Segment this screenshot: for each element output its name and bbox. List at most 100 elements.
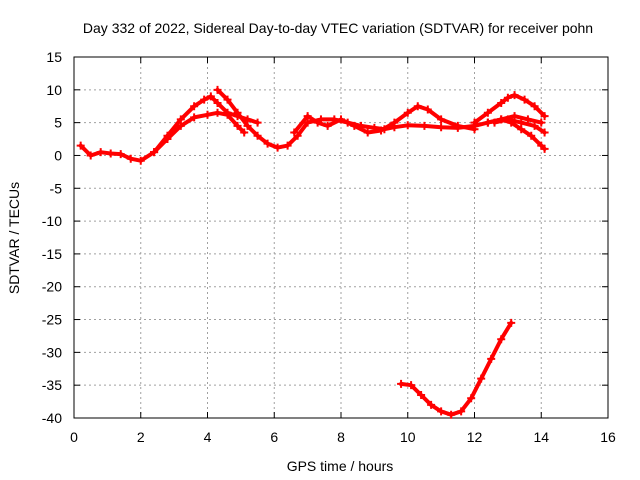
data-point	[527, 131, 536, 140]
data-point	[233, 108, 242, 117]
data-point	[253, 131, 262, 140]
data-point	[116, 150, 125, 159]
data-point	[126, 154, 135, 163]
x-tick-label: 0	[70, 429, 78, 445]
y-axis-title: SDTVAR / TECUs	[6, 182, 22, 294]
data-point	[497, 98, 506, 107]
data-point	[136, 156, 145, 165]
data-point	[517, 118, 526, 127]
data-point	[273, 143, 282, 152]
y-tick-label: 10	[46, 82, 62, 98]
series-track-5	[472, 93, 547, 125]
x-tick-label: 12	[467, 429, 483, 445]
data-point	[163, 131, 172, 140]
data-point	[323, 121, 332, 130]
data-point	[503, 115, 512, 124]
data-point	[470, 118, 479, 127]
data-point	[417, 391, 426, 400]
y-tick-label: -40	[42, 410, 62, 426]
y-tick-label: -30	[42, 344, 62, 360]
data-point	[86, 151, 95, 160]
data-point	[190, 113, 199, 122]
data-point	[483, 118, 492, 127]
y-tick-label: -35	[42, 377, 62, 393]
x-tick-label: 8	[337, 429, 345, 445]
data-point	[437, 115, 446, 124]
data-point	[490, 118, 499, 127]
data-point	[76, 141, 85, 150]
data-point	[497, 335, 506, 344]
series-track-8	[399, 320, 514, 417]
data-point	[487, 354, 496, 363]
data-point	[423, 105, 432, 114]
data-point	[303, 112, 312, 121]
series-layer	[76, 85, 549, 419]
data-point	[447, 410, 456, 419]
data-point	[213, 85, 222, 94]
y-tick-label: -10	[42, 213, 62, 229]
data-point	[403, 108, 412, 117]
data-point	[537, 118, 546, 127]
data-point	[540, 112, 549, 121]
data-point	[413, 102, 422, 111]
data-point	[483, 108, 492, 117]
x-tick-label: 4	[204, 429, 212, 445]
y-tick-label: -20	[42, 279, 62, 295]
x-tick-label: 10	[400, 429, 416, 445]
data-point	[240, 128, 249, 137]
data-point	[190, 102, 199, 111]
data-point	[397, 379, 406, 388]
data-point	[350, 121, 359, 130]
data-point	[243, 121, 252, 130]
data-point	[453, 121, 462, 130]
data-point	[377, 126, 386, 135]
y-tick-label: 0	[54, 147, 62, 163]
y-tick-label: 5	[54, 115, 62, 131]
data-point	[503, 93, 512, 102]
x-axis-title: GPS time / hours	[287, 458, 394, 474]
data-point	[540, 128, 549, 137]
data-point	[233, 121, 242, 130]
x-tick-label: 2	[137, 429, 145, 445]
data-point	[523, 115, 532, 124]
data-point	[520, 95, 529, 104]
data-point	[337, 115, 345, 124]
data-point	[457, 407, 466, 416]
data-point	[467, 394, 476, 403]
data-point	[427, 400, 436, 409]
data-point	[407, 381, 416, 390]
y-tick-label: -15	[42, 246, 62, 262]
data-point	[223, 95, 232, 104]
data-point	[363, 128, 372, 137]
data-point	[96, 148, 105, 157]
y-tick-label: 15	[46, 49, 62, 65]
data-point	[176, 115, 185, 124]
data-point	[403, 121, 412, 130]
y-tick-label: -5	[50, 180, 63, 196]
data-point	[290, 128, 299, 137]
data-point	[530, 121, 539, 130]
data-point	[206, 92, 215, 101]
data-point	[213, 108, 222, 117]
data-point	[540, 144, 549, 153]
data-point	[283, 141, 292, 150]
data-point	[420, 121, 429, 130]
x-tick-label: 14	[533, 429, 549, 445]
data-point	[223, 108, 232, 117]
y-tick-label: -25	[42, 312, 62, 328]
x-tick-label: 6	[270, 429, 278, 445]
data-point	[263, 139, 272, 148]
data-point	[203, 110, 212, 119]
data-point	[477, 374, 486, 383]
chart-title: Day 332 of 2022, Sidereal Day-to-day VTE…	[83, 20, 593, 36]
data-point	[200, 95, 209, 104]
data-point	[507, 318, 516, 327]
data-point	[510, 91, 519, 100]
data-point	[213, 98, 222, 107]
data-point	[437, 123, 446, 132]
x-tick-label: 16	[600, 429, 616, 445]
data-point	[530, 102, 539, 111]
data-point	[390, 118, 399, 127]
data-point	[313, 118, 322, 127]
